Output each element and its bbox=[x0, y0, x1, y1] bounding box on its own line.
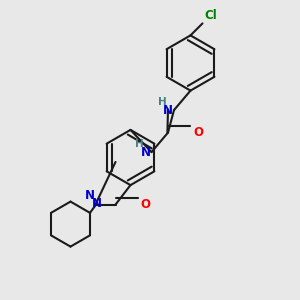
Text: O: O bbox=[193, 126, 203, 139]
Text: Cl: Cl bbox=[204, 9, 217, 22]
Text: N: N bbox=[163, 104, 172, 117]
Text: N: N bbox=[85, 189, 95, 202]
Text: H: H bbox=[158, 97, 167, 107]
Text: N: N bbox=[92, 197, 101, 211]
Text: H: H bbox=[135, 139, 144, 149]
Text: O: O bbox=[140, 198, 150, 211]
Text: N: N bbox=[141, 146, 151, 159]
